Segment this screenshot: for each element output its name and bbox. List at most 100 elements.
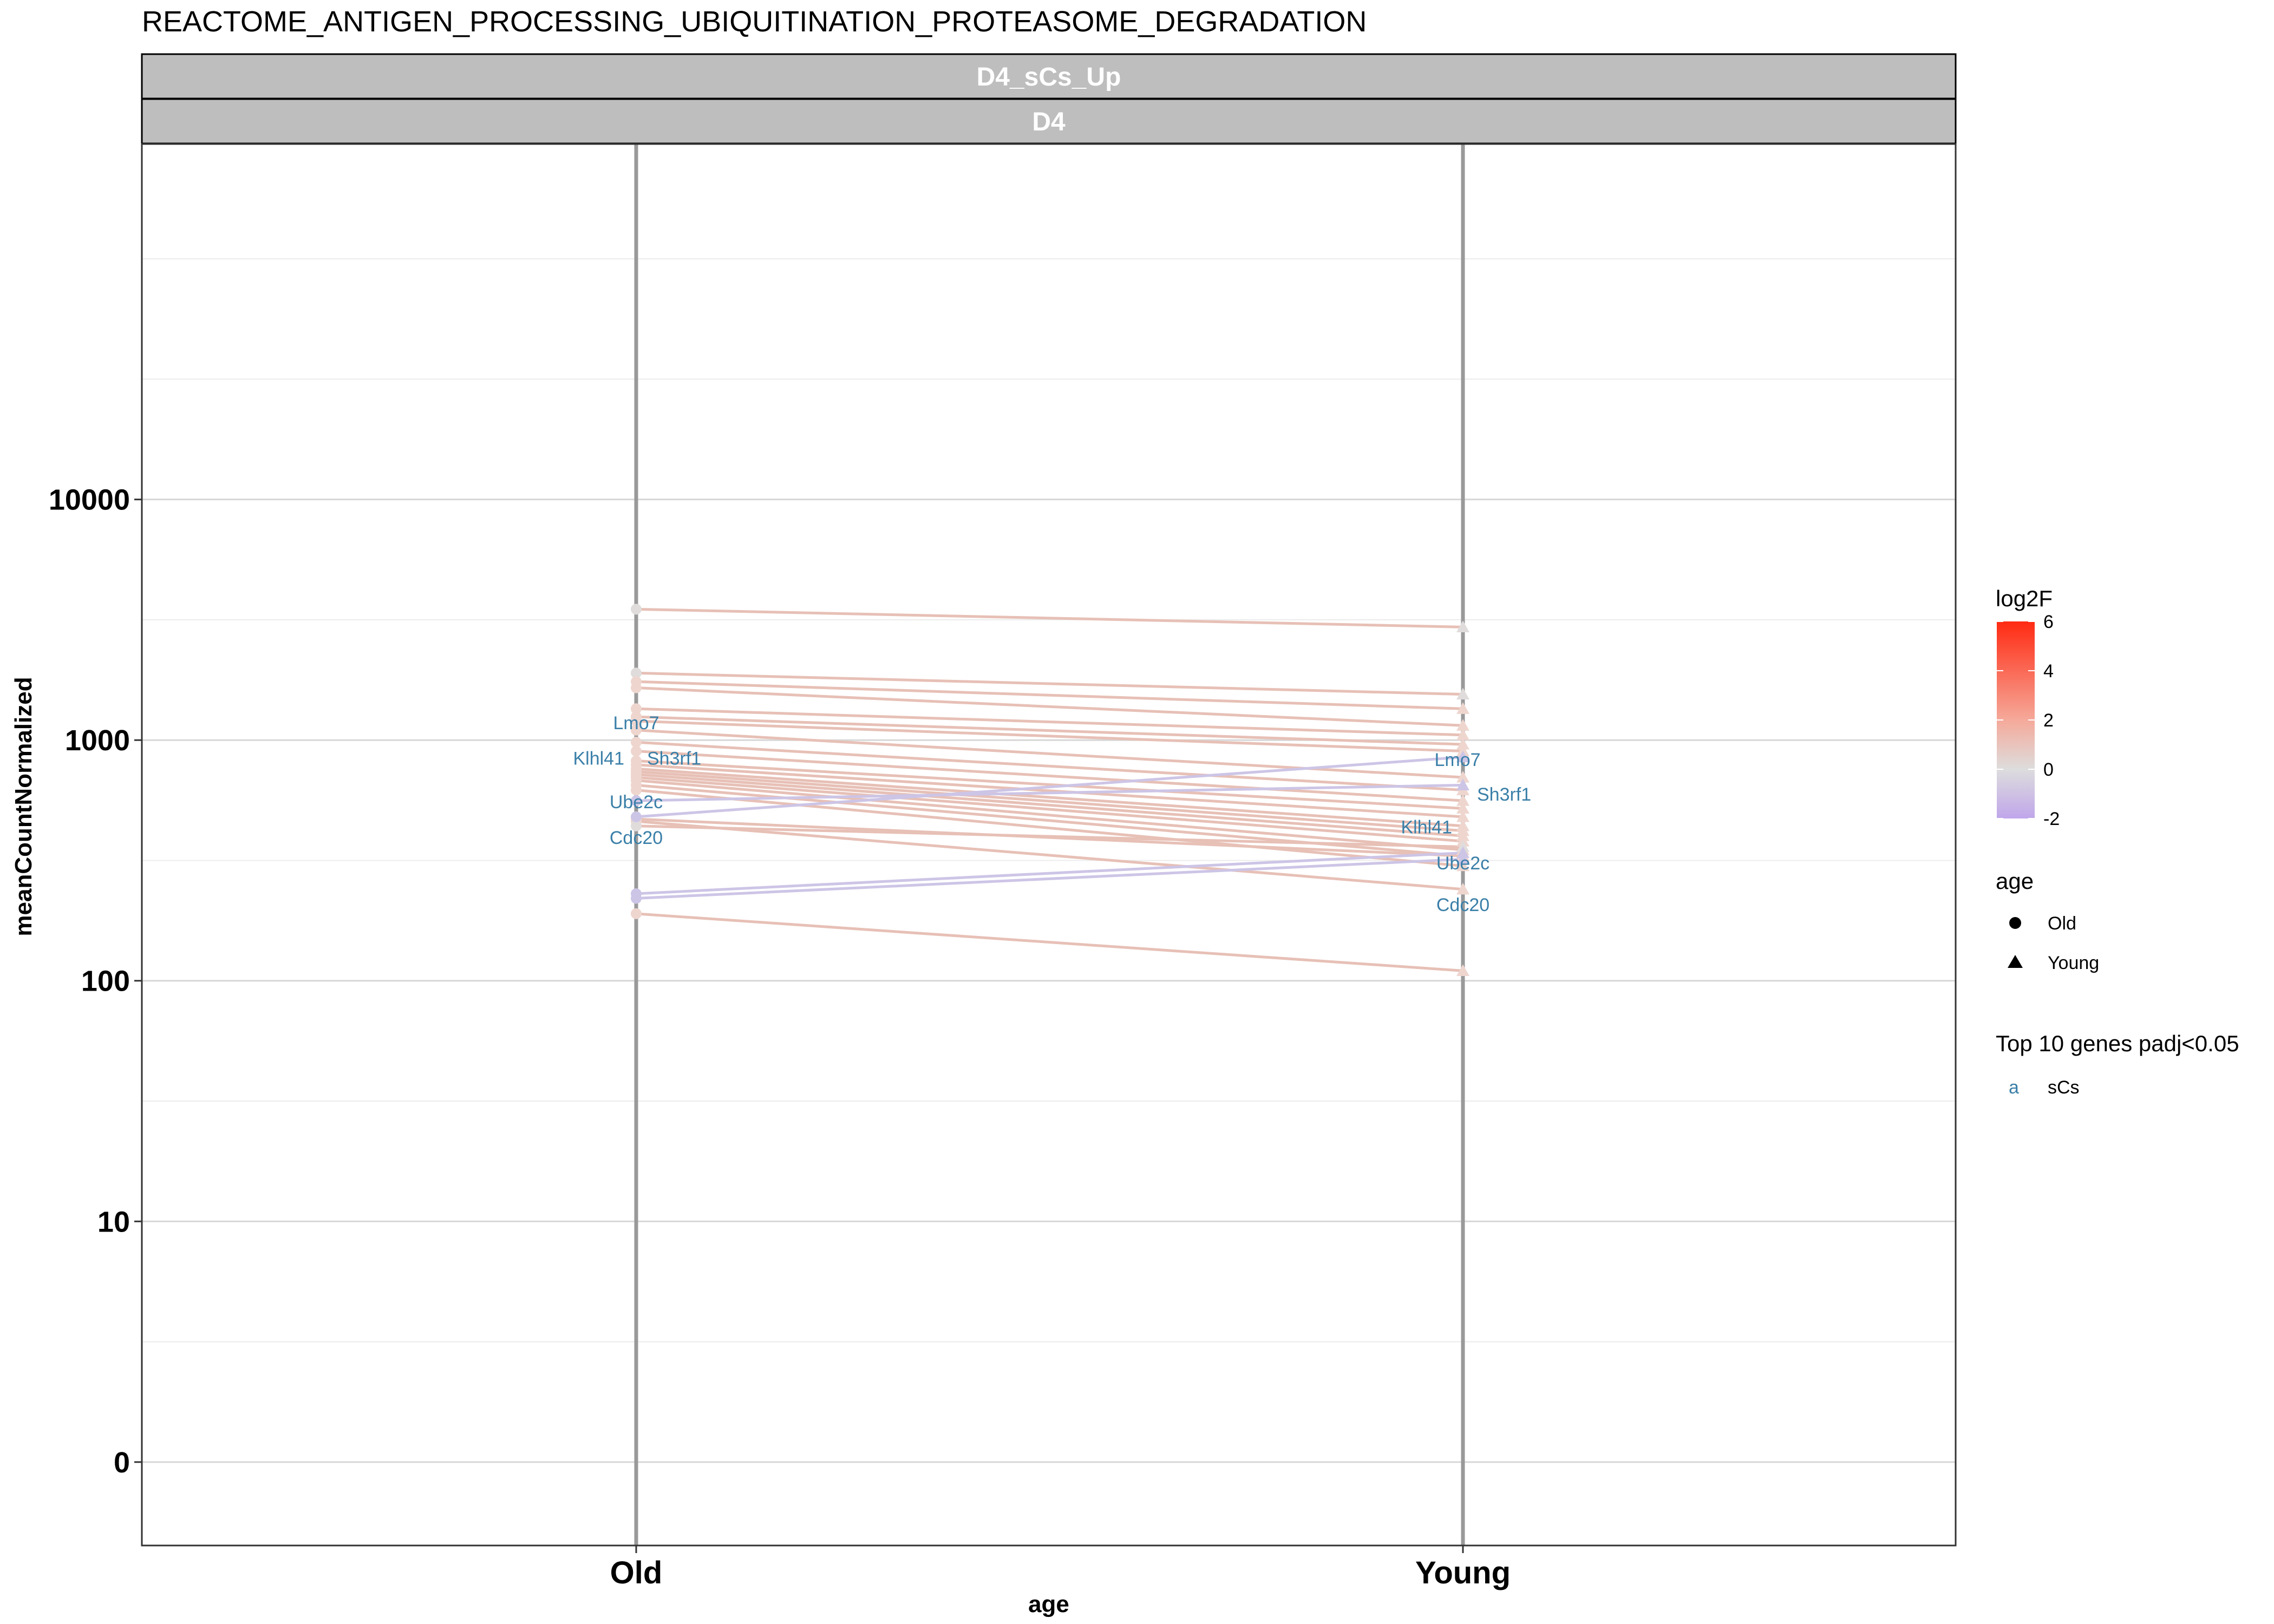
facet-strip-inner-label: D4	[1032, 108, 1066, 136]
marker-old-26	[631, 908, 642, 919]
marker-young-18	[1456, 859, 1469, 872]
legend-colorbar-title: log2F	[1996, 586, 2053, 611]
marker-old-21	[631, 820, 642, 831]
marker-old-22	[631, 795, 642, 807]
series-line-14	[635, 773, 1465, 837]
marker-old-1	[631, 667, 642, 679]
gene-label-young-sh3rf1: Sh3rf1	[1477, 784, 1531, 805]
marker-young-25	[1456, 853, 1469, 865]
legend-text-key: a	[2009, 1077, 2019, 1098]
series-line-1	[635, 671, 1465, 696]
marker-young-11	[1456, 810, 1469, 822]
facet-strips: D4_sCs_Up D4	[141, 53, 1957, 145]
marker-young-1	[1456, 687, 1469, 700]
y-tick-label-3: 1000	[65, 724, 130, 757]
colorbar-tick-label-3: 0	[2043, 759, 2054, 780]
legend-young-marker	[2008, 955, 2023, 968]
plot-panel: Lmo7 Lmo7 Klhl41 Klhl41 Sh3rf1 Sh3rf1 Ube2c Ube…	[141, 143, 1957, 1547]
legend-text-label: sCs	[2048, 1077, 2080, 1098]
marker-old-4	[631, 703, 642, 715]
gene-label-old-klhl41: Klhl41	[573, 749, 624, 769]
marker-old-23	[631, 811, 642, 822]
marker-young-24	[1456, 846, 1469, 859]
gene-labels: Lmo7 Lmo7 Klhl41 Klhl41 Sh3rf1 Sh3rf1 Ube2c Ube…	[573, 713, 1531, 915]
series-line-15	[635, 776, 1465, 843]
colorbar-tick-label-1: 4	[2043, 661, 2054, 682]
x-axis: Old Young	[610, 1546, 1511, 1590]
series-line-25	[635, 857, 1465, 900]
colorbar-ticks: 6 4 2 0 -2	[1997, 612, 2060, 829]
panel-background	[142, 144, 1956, 1546]
marker-young-23	[1456, 750, 1469, 763]
series-line-12	[635, 767, 1465, 828]
series-markers	[631, 604, 1469, 976]
marker-young-9	[1456, 794, 1469, 806]
legend-text: Top 10 genes padj<0.05 a sCs	[1996, 1031, 2239, 1098]
marker-young-21	[1456, 840, 1469, 853]
series-line-26	[635, 912, 1465, 972]
series-line-18	[635, 788, 1465, 868]
legend-text-title: Top 10 genes padj<0.05	[1996, 1031, 2239, 1056]
series-line-21	[635, 824, 1465, 848]
marker-old-18	[631, 784, 642, 796]
gene-label-young-klhl41: Klhl41	[1401, 817, 1452, 837]
series-line-23	[635, 756, 1465, 818]
colorbar-tick-label-2: 2	[2043, 710, 2054, 731]
marker-old-8	[631, 737, 642, 748]
legend-colorbar: log2F 6 4 2 0 -2	[1996, 586, 2060, 829]
marker-young-4	[1456, 728, 1469, 741]
series-line-7	[635, 729, 1465, 779]
y-tick-label-2: 100	[81, 965, 130, 998]
y-axis: 0 10 100 1000 10000	[49, 484, 142, 1479]
marker-young-26	[1456, 964, 1469, 976]
legend-old-marker	[2009, 917, 2021, 929]
marker-old-3	[631, 682, 642, 693]
series-line-3	[635, 686, 1465, 727]
gene-label-old-cdc20: Cdc20	[610, 828, 663, 848]
legend-young-label: Young	[2048, 953, 2099, 973]
marker-young-2	[1456, 702, 1469, 714]
marker-young-22	[1456, 778, 1469, 790]
x-tick-label-old: Old	[610, 1555, 663, 1590]
chart-title: REACTOME_ANTIGEN_PROCESSING_UBIQUITINATI…	[142, 5, 1367, 38]
gene-label-old-lmo7: Lmo7	[613, 713, 659, 734]
marker-young-3	[1456, 719, 1469, 731]
series-line-8	[635, 741, 1465, 791]
colorbar-tick-label-4: -2	[2043, 809, 2060, 829]
series-line-24	[635, 851, 1465, 895]
gene-label-young-cdc20: Cdc20	[1436, 895, 1489, 915]
marker-old-0	[631, 604, 642, 615]
series-line-13	[635, 770, 1465, 833]
y-axis-title: meanCountNormalized	[10, 677, 37, 936]
x-tick-label-young: Young	[1415, 1555, 1511, 1590]
panel-border	[141, 143, 1957, 1547]
series-line-2	[635, 680, 1465, 710]
series-line-22	[635, 783, 1465, 802]
series-line-20	[635, 820, 1465, 891]
marker-young-20	[1456, 882, 1469, 895]
marker-young-6	[1456, 744, 1469, 757]
series-line-0	[635, 607, 1465, 628]
marker-young-7	[1456, 771, 1469, 783]
y-tick-label-1: 10	[97, 1206, 130, 1238]
marker-old-6	[631, 715, 642, 726]
x-axis-title: age	[1028, 1591, 1069, 1618]
y-tick-label-4: 10000	[49, 484, 130, 516]
series-line-5	[635, 715, 1465, 746]
series-line-4	[635, 707, 1465, 737]
facet-strip-outer-label: D4_sCs_Up	[977, 63, 1121, 91]
gene-label-old-sh3rf1: Sh3rf1	[647, 749, 701, 769]
legend-old-label: Old	[2048, 913, 2076, 934]
gene-label-young-ube2c: Ube2c	[1436, 853, 1489, 874]
series-line-6	[635, 719, 1465, 753]
gene-label-old-ube2c: Ube2c	[610, 792, 663, 813]
marker-young-0	[1456, 620, 1469, 632]
facet-strip-outer	[141, 53, 1957, 100]
series-lines	[635, 607, 1465, 972]
legend-shape: age Old Young	[1996, 868, 2099, 973]
marker-old-25	[631, 893, 642, 904]
gene-label-young-lmo7: Lmo7	[1434, 750, 1480, 770]
facet-strip-inner	[141, 98, 1957, 145]
series-line-16	[635, 779, 1465, 852]
